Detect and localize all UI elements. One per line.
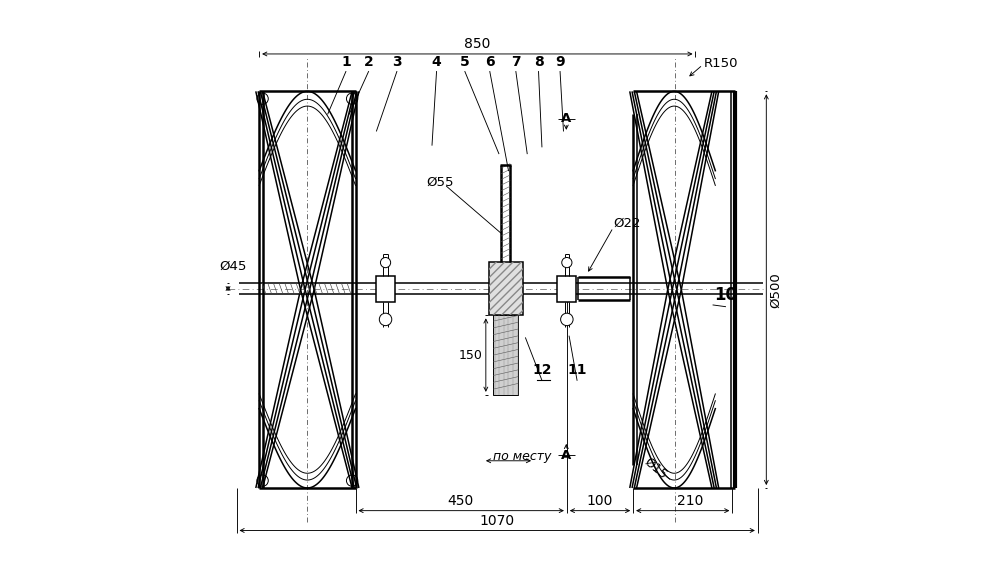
Text: A: A bbox=[561, 449, 571, 462]
Text: 1: 1 bbox=[341, 55, 351, 69]
Text: 11: 11 bbox=[567, 364, 587, 378]
Text: 10: 10 bbox=[714, 286, 737, 304]
Bar bbox=[489, 262, 523, 315]
Circle shape bbox=[561, 313, 573, 325]
Text: 450: 450 bbox=[447, 494, 473, 508]
Text: по месту: по месту bbox=[493, 450, 552, 463]
Text: 1070: 1070 bbox=[480, 513, 515, 528]
Text: R150: R150 bbox=[704, 57, 738, 69]
Text: Ø22: Ø22 bbox=[613, 217, 641, 230]
Text: 100: 100 bbox=[587, 494, 613, 508]
Text: 9: 9 bbox=[555, 55, 565, 69]
Text: Ø15: Ø15 bbox=[642, 455, 670, 482]
Circle shape bbox=[562, 257, 572, 268]
Text: 6: 6 bbox=[485, 55, 495, 69]
Text: Ø500: Ø500 bbox=[769, 272, 782, 307]
Text: A: A bbox=[561, 112, 571, 125]
Text: 7: 7 bbox=[511, 55, 521, 69]
Circle shape bbox=[380, 257, 391, 268]
Text: 3: 3 bbox=[392, 55, 402, 69]
Bar bbox=[376, 275, 395, 302]
Text: 5: 5 bbox=[460, 55, 470, 69]
Text: Ø55: Ø55 bbox=[427, 176, 454, 189]
Text: 8: 8 bbox=[534, 55, 543, 69]
Text: 850: 850 bbox=[464, 36, 491, 51]
Text: 150: 150 bbox=[459, 349, 483, 362]
Bar bbox=[489, 262, 523, 315]
Text: 210: 210 bbox=[677, 494, 703, 508]
Circle shape bbox=[379, 313, 392, 325]
Bar bbox=[493, 315, 518, 395]
Bar bbox=[557, 275, 576, 302]
Text: 2: 2 bbox=[364, 55, 373, 69]
Text: 4: 4 bbox=[432, 55, 441, 69]
Text: Ø45: Ø45 bbox=[220, 260, 247, 273]
Text: 12: 12 bbox=[532, 364, 552, 378]
